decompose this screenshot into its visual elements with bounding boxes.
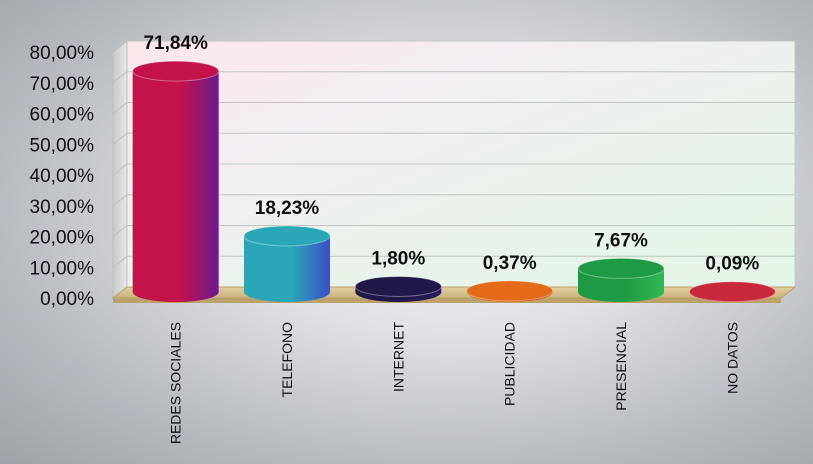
x-tick-label: REDES SOCIALES [168, 322, 184, 444]
bar-4 [577, 257, 665, 302]
y-tick-label: 80,00% [30, 43, 95, 64]
bar-2 [354, 275, 442, 302]
y-tick-label: 60,00% [30, 105, 95, 126]
x-tick-label: PRESENCIAL [613, 322, 629, 411]
bar-1 [243, 225, 331, 302]
y-tick-label: 30,00% [30, 197, 95, 218]
y-tick-label: 0,00% [40, 289, 94, 310]
x-tick-label: TELEFONO [279, 322, 295, 398]
x-axis: REDES SOCIALES TELEFONO INTERNET PUBLICIDAD… [168, 322, 741, 445]
bars: 71,84% 18,23% 1,80% 0,37% 7,67% 0,09% [132, 33, 776, 303]
x-tick-label: PUBLICIDAD [502, 322, 518, 406]
bar-3 [466, 280, 554, 302]
y-tick-label: 40,00% [30, 166, 95, 187]
y-axis: 0,00% 10,00% 20,00% 30,00% 40,00% 50,00% 60,00… [30, 43, 95, 310]
bar-0 [132, 60, 220, 302]
y-tick-label: 70,00% [30, 74, 95, 95]
data-label: 18,23% [255, 198, 320, 219]
bar-5 [688, 281, 776, 303]
y-tick-label: 50,00% [30, 135, 95, 156]
x-tick-label: INTERNET [390, 322, 406, 392]
data-label: 1,80% [371, 248, 425, 269]
y-tick-label: 10,00% [30, 258, 95, 279]
data-label: 71,84% [143, 33, 208, 54]
data-label: 0,37% [483, 253, 537, 274]
data-label: 0,09% [705, 254, 759, 275]
y-tick-label: 20,00% [30, 228, 95, 249]
floor-edge [113, 298, 781, 303]
x-tick-label: NO DATOS [724, 322, 740, 394]
data-label: 7,67% [594, 230, 648, 251]
